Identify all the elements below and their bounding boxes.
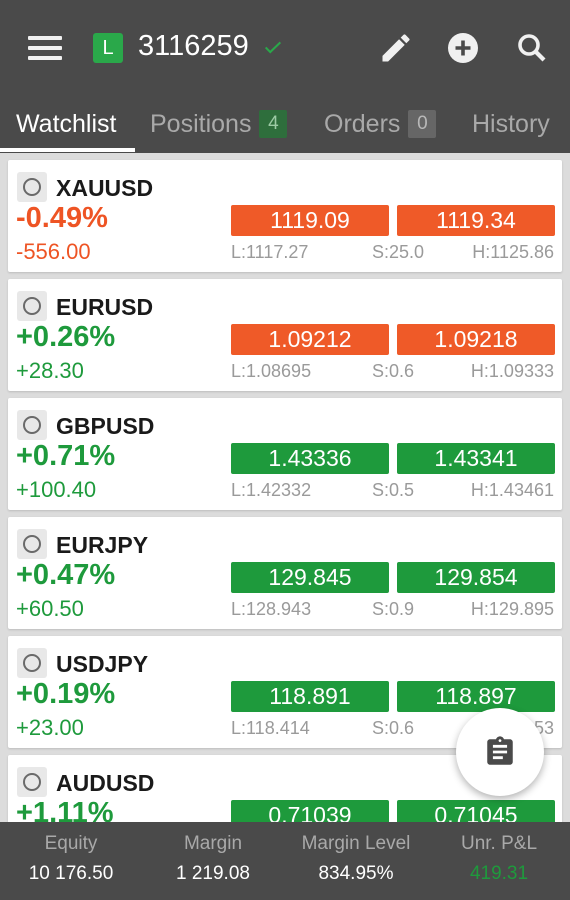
change-value: +23.00 [16,715,84,740]
tab-history[interactable]: History [472,95,550,153]
margin-level-value: 834.95% [318,863,394,884]
day-low: L:1.08695 [231,361,312,381]
tab-label: Positions [150,109,252,138]
select-radio-icon[interactable] [17,410,47,440]
select-radio-icon[interactable] [17,172,47,202]
spread: S:0.6 [372,361,415,381]
clipboard-fab-button[interactable] [456,708,544,796]
change-value: +28.30 [16,358,84,383]
select-radio-icon[interactable] [17,648,47,678]
spread: S:25.0 [372,242,425,262]
sell-price-button[interactable]: 118.891 [231,681,389,712]
equity-summary: Equity 10 176.50 [0,822,142,900]
margin-value: 1 219.08 [176,863,250,884]
day-high: H:1.43461 [470,480,554,500]
margin-level-summary: Margin Level 834.95% [284,822,428,900]
change-value: +60.50 [16,596,84,621]
instrument-symbol: AUDUSD [56,770,155,796]
instrument-card-eurjpy[interactable]: EURJPY +0.47% +60.50 129.845 129.854 L:1… [8,517,562,629]
instrument-symbol: GBPUSD [56,413,155,439]
instrument-symbol: EURJPY [56,532,149,558]
unrealized-pnl-value: 419.31 [469,863,529,884]
change-percent: +0.19% [16,678,116,710]
day-low: L:118.414 [231,718,310,738]
select-radio-icon[interactable] [17,767,47,797]
instrument-symbol: USDJPY [56,651,149,677]
clipboard-icon [487,736,513,765]
sell-price-button[interactable]: 0.71039 [231,800,389,822]
day-high: H:129.895 [470,599,554,619]
active-tab-indicator [0,148,135,152]
buy-price-button[interactable]: 1.43341 [397,443,555,474]
spread: S:0.9 [372,599,415,619]
buy-price-button[interactable]: 118.897 [397,681,555,712]
spread: S:0.6 [372,718,415,738]
buy-price-button[interactable]: 129.854 [397,562,555,593]
tab-label: History [472,109,550,138]
instrument-card-eurusd[interactable]: EURUSD +0.26% +28.30 1.09212 1.09218 L:1… [8,279,562,391]
plus-circle-icon[interactable] [445,30,481,66]
unrealized-pnl-label: Unr. P&L [460,833,538,854]
menu-icon[interactable] [28,36,62,60]
day-high: H:1.09333 [470,361,554,381]
account-number[interactable]: 3116259 [138,30,249,62]
pencil-icon[interactable] [378,30,414,66]
check-icon [264,41,282,54]
tab-label: Orders [324,109,401,138]
tab-bar: Watchlist Positions 4 Orders 0 History [0,95,570,153]
instrument-card-audusd[interactable]: AUDUSD +1.11% 0.71039 0.71045 [8,755,562,822]
tab-positions[interactable]: Positions 4 [150,95,288,153]
account-type-badge: L [93,33,123,63]
select-radio-icon[interactable] [17,291,47,321]
margin-level-label: Margin Level [301,833,411,854]
sell-price-button[interactable]: 129.845 [231,562,389,593]
change-percent: +1.11% [16,797,114,822]
change-value: +100.40 [16,477,97,502]
change-percent: +0.26% [16,321,116,353]
equity-label: Equity [44,833,98,854]
unrealized-pnl-summary: Unr. P&L 419.31 [428,822,570,900]
buy-price-button[interactable]: 1.09218 [397,324,555,355]
account-summary-bar: Equity 10 176.50 Margin 1 219.08 Margin … [0,822,570,900]
equity-value: 10 176.50 [28,863,114,884]
sell-price-button[interactable]: 1.43336 [231,443,389,474]
sell-price-button[interactable]: 1.09212 [231,324,389,355]
instrument-symbol: EURUSD [56,294,154,320]
buy-price-button[interactable]: 1119.34 [397,205,555,236]
sell-price-button[interactable]: 1119.09 [231,205,389,236]
buy-price-button[interactable]: 0.71045 [397,800,555,822]
instrument-card-xauusd[interactable]: XAUUSD -0.49% -556.00 1119.09 1119.34 L:… [8,160,562,272]
change-percent: +0.47% [16,559,116,591]
orders-count-badge: 0 [408,110,437,138]
change-percent: -0.49% [16,202,108,234]
app-bar: L 3116259 [0,0,570,95]
margin-summary: Margin 1 219.08 [142,822,284,900]
instrument-symbol: XAUUSD [56,175,154,201]
tab-watchlist[interactable]: Watchlist [16,95,116,153]
select-radio-icon[interactable] [17,529,47,559]
day-low: L:128.943 [231,599,312,619]
instrument-card-gbpusd[interactable]: GBPUSD +0.71% +100.40 1.43336 1.43341 L:… [8,398,562,510]
margin-label: Margin [183,833,243,854]
day-high: H:1125.86 [472,242,554,262]
spread: S:0.5 [372,480,415,500]
change-value: -556.00 [16,239,91,264]
change-percent: +0.71% [16,440,116,472]
tab-orders[interactable]: Orders 0 [324,95,437,153]
positions-count-badge: 4 [259,110,288,138]
tab-label: Watchlist [16,109,117,138]
day-low: L:1.42332 [231,480,312,500]
day-low: L:1117.27 [231,242,309,262]
search-icon[interactable] [514,30,550,66]
